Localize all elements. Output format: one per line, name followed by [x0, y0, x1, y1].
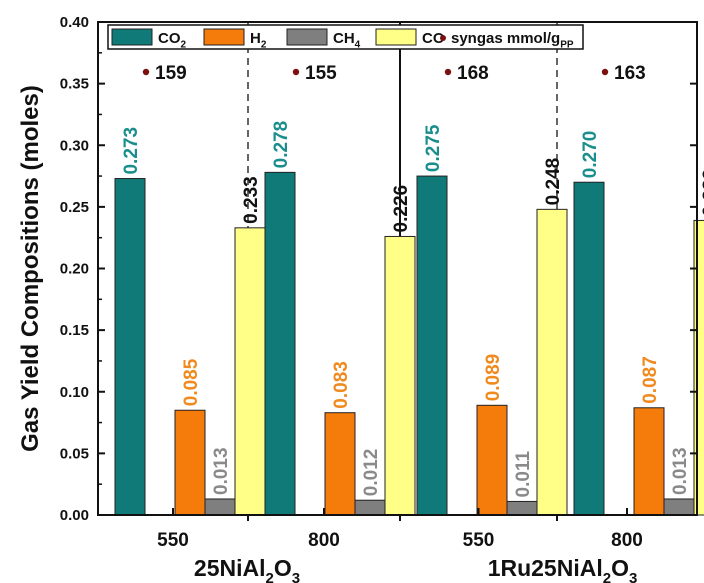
- bar-h2-0-1: [324, 412, 356, 516]
- bar-co2-0-1: [264, 171, 296, 516]
- legend-label-h2: H2: [250, 30, 267, 51]
- syngas-marker-1-1: [601, 68, 609, 76]
- data-label-ch4-0-0: 0.013: [211, 447, 232, 495]
- bar-co-1-1: [693, 219, 704, 516]
- y-tick-label: 0.15: [60, 322, 89, 339]
- bar-co2-0-0: [114, 178, 146, 516]
- y-tick-label: 0.00: [60, 507, 89, 524]
- x-tick-label: 800: [611, 530, 643, 551]
- bar-h2-1-1: [633, 407, 665, 516]
- legend-box: [107, 24, 584, 50]
- legend-marker-syngas: [440, 35, 446, 41]
- y-tick-label: 0.40: [60, 14, 89, 31]
- legend-label-ch4: CH4: [333, 30, 361, 51]
- data-label-co2-0-0: 0.273: [121, 127, 142, 175]
- syngas-value-1-1: 163: [614, 63, 646, 84]
- data-label-h2-1-0: 0.089: [483, 354, 504, 402]
- legend-swatch-ch4: [286, 28, 328, 46]
- data-label-co-1-0: 0.248: [543, 158, 564, 206]
- bar-co2-1-1: [573, 181, 605, 516]
- group-label-0: 25NiAl2O3: [194, 555, 300, 583]
- bar-co2-1-0: [416, 175, 448, 516]
- data-label-co2-1-0: 0.275: [423, 124, 444, 172]
- syngas-value-0-0: 159: [155, 63, 187, 84]
- bar-ch4-0-0: [204, 498, 236, 516]
- syngas-marker-1-0: [444, 68, 452, 76]
- data-label-h2-1-1: 0.087: [640, 356, 661, 404]
- data-label-ch4-0-1: 0.012: [361, 449, 382, 497]
- syngas-value-1-0: 168: [457, 63, 489, 84]
- bar-h2-1-0: [476, 404, 508, 516]
- bar-ch4-1-1: [663, 498, 695, 516]
- data-label-co-0-0: 0.233: [241, 176, 262, 224]
- bar-co-0-1: [384, 235, 416, 516]
- syngas-marker-0-1: [292, 68, 300, 76]
- syngas-marker-0-0: [142, 68, 150, 76]
- y-axis-label: Gas Yield Compositions (moles): [17, 85, 44, 452]
- data-label-h2-0-0: 0.085: [181, 358, 202, 406]
- y-tick-label: 0.10: [60, 384, 89, 401]
- legend-label-syngas: syngas mmol/gPP: [451, 30, 574, 51]
- y-tick-label: 0.35: [60, 76, 89, 93]
- legend-swatch-h2: [203, 28, 245, 46]
- x-tick-label: 550: [463, 530, 495, 551]
- data-label-co-0-1: 0.226: [391, 185, 412, 233]
- data-label-ch4-1-0: 0.011: [513, 451, 534, 498]
- bar-h2-0-0: [174, 409, 206, 516]
- bar-ch4-0-1: [354, 499, 386, 516]
- data-label-ch4-1-1: 0.013: [670, 447, 691, 495]
- y-tick-label: 0.05: [60, 445, 89, 462]
- group-label-1: 1Ru25NiAl2O3: [488, 555, 638, 583]
- legend-label-co: CO: [422, 30, 445, 47]
- legend-swatch-co2: [111, 28, 153, 46]
- x-tick-label: 800: [308, 530, 340, 551]
- y-tick-label: 0.25: [60, 199, 89, 216]
- legend-label-co2: CO2: [158, 30, 187, 51]
- data-label-co-1-1: 0.239: [700, 169, 704, 217]
- data-label-co2-1-1: 0.270: [580, 131, 601, 179]
- data-label-h2-0-1: 0.083: [331, 361, 352, 409]
- y-tick-label: 0.30: [60, 137, 89, 154]
- data-label-co2-0-1: 0.278: [271, 121, 292, 169]
- bar-ch4-1-0: [506, 500, 538, 516]
- y-tick-label: 0.20: [60, 261, 89, 278]
- syngas-value-0-1: 155: [305, 63, 337, 84]
- x-tick-label: 550: [157, 530, 189, 551]
- bar-co-1-0: [536, 208, 568, 516]
- bar-co-0-0: [234, 227, 266, 516]
- legend-swatch-co: [375, 28, 417, 46]
